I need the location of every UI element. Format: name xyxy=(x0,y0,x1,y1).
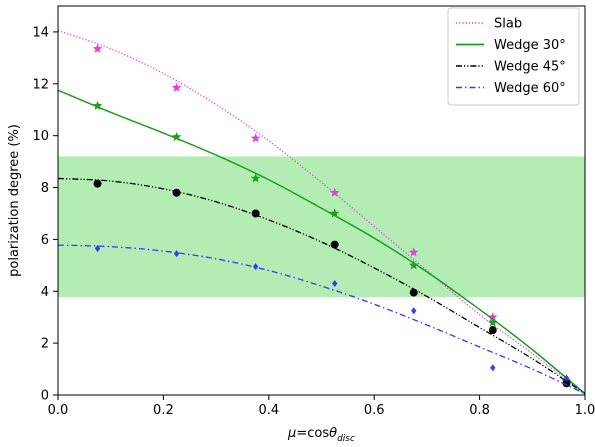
series-3 xyxy=(57,244,586,395)
x-axis-label-subscript: disc xyxy=(337,434,355,444)
data-point-0-3 xyxy=(329,187,340,197)
y-tick-label: 2 xyxy=(41,337,49,352)
x-tick-label: 0.6 xyxy=(364,403,385,418)
data-point-2-3 xyxy=(330,240,339,249)
data-point-2-4 xyxy=(409,288,418,297)
data-point-1-5 xyxy=(488,317,498,327)
x-axis-label-eq: =cos xyxy=(296,426,329,441)
data-point-3-6 xyxy=(563,374,570,382)
legend-label-2: Wedge 45° xyxy=(494,60,566,75)
x-tick-label: 0.2 xyxy=(153,403,174,418)
tick-labels: 0.0 0.2 0.4 0.6 0.8 1.0 0 2 4 6 8 10 12 14 xyxy=(32,25,595,418)
y-tick-label: 8 xyxy=(41,181,49,196)
legend: Slab Wedge 30° Wedge 45° Wedge 60° xyxy=(447,7,580,106)
data-point-3-5 xyxy=(490,364,496,372)
data-point-1-1 xyxy=(171,131,182,142)
highlight-band xyxy=(58,156,585,297)
x-tick-label: 0.0 xyxy=(48,403,69,418)
data-point-3-0 xyxy=(94,244,101,252)
highlight-band-layer xyxy=(58,156,585,297)
plot-frame xyxy=(57,5,586,396)
data-point-0-4 xyxy=(408,247,419,257)
series-line-0 xyxy=(57,30,586,395)
legend-items: Slab Wedge 30° Wedge 45° Wedge 60° xyxy=(456,17,566,96)
data-point-1-4 xyxy=(408,260,419,270)
y-tick-label: 12 xyxy=(32,77,49,92)
series-line-1 xyxy=(57,89,586,395)
data-point-2-1 xyxy=(172,188,181,197)
data-point-2-5 xyxy=(488,326,497,335)
x-tick-label: 0.8 xyxy=(469,403,490,418)
data-point-3-4 xyxy=(411,307,417,315)
legend-label-1: Wedge 30° xyxy=(494,38,566,53)
y-axis-label: polarization degree (%) xyxy=(7,124,22,277)
data-point-0-0 xyxy=(92,43,103,53)
series-line-2 xyxy=(57,177,586,395)
data-point-1-3 xyxy=(329,208,340,218)
data-point-0-5 xyxy=(488,312,498,322)
legend-label-3: Wedge 60° xyxy=(494,81,566,96)
y-tick-label: 0 xyxy=(41,389,49,404)
x-axis-label-mu: μ xyxy=(287,426,296,441)
y-tick-label: 14 xyxy=(32,25,49,40)
legend-box xyxy=(447,7,580,106)
y-tick-label: 4 xyxy=(41,285,49,300)
series-layer xyxy=(57,30,586,395)
x-axis-label-theta: θ xyxy=(329,426,337,441)
data-point-2-2 xyxy=(251,209,260,218)
data-point-2-6 xyxy=(562,379,571,388)
series-line-3 xyxy=(57,244,586,395)
data-point-3-2 xyxy=(253,263,259,271)
data-point-3-3 xyxy=(332,279,338,287)
data-point-1-0 xyxy=(92,100,103,110)
y-tick-label: 6 xyxy=(41,233,49,248)
data-point-0-2 xyxy=(250,133,261,143)
x-axis-label: μ=cosθdisc xyxy=(287,426,355,444)
x-tick-label: 0.4 xyxy=(258,403,279,418)
legend-label-0: Slab xyxy=(494,17,522,32)
data-point-1-2 xyxy=(250,173,261,183)
x-tick-label: 1.0 xyxy=(575,403,595,418)
series-2 xyxy=(57,177,586,395)
data-point-2-0 xyxy=(93,179,102,188)
tick-marks xyxy=(53,31,586,400)
data-point-0-1 xyxy=(171,82,182,92)
data-point-3-1 xyxy=(173,250,180,258)
y-tick-label: 10 xyxy=(32,129,49,144)
